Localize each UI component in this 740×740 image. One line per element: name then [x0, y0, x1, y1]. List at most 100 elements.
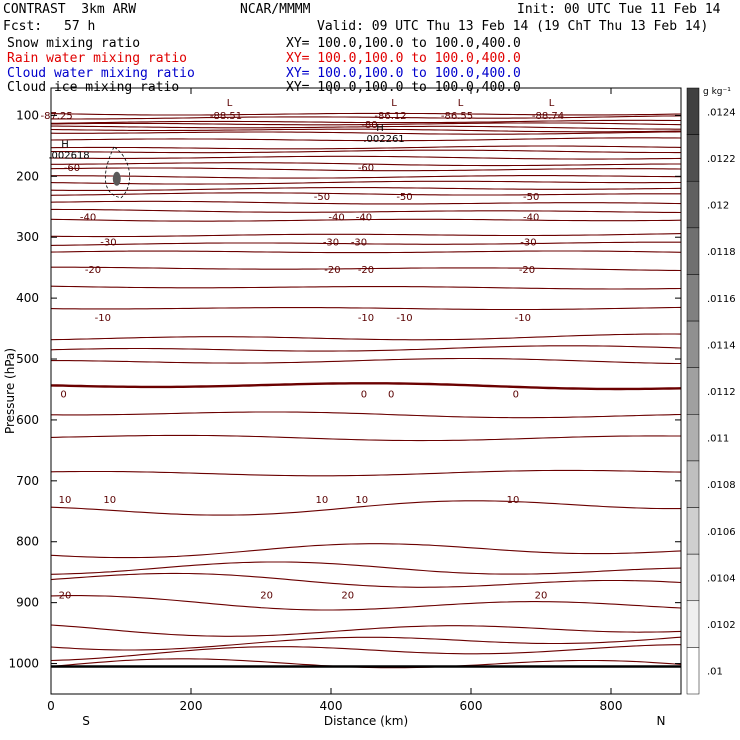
contour-label: -40 — [328, 213, 344, 224]
contour-label: 10 — [355, 495, 368, 506]
isotherm-line — [51, 266, 682, 272]
field-xy-rain: XY= 100.0,100.0 to 100.0,400.0 — [286, 51, 521, 66]
contour-label: -40 — [523, 213, 539, 224]
isotherm-line — [50, 285, 682, 290]
colorbar-segment — [686, 320, 700, 368]
contour-label: 20 — [535, 591, 548, 602]
colorbar-segment — [686, 507, 700, 555]
colorbar-tick-label: .0116 — [707, 294, 736, 305]
low-marker: L — [458, 98, 464, 109]
isotherm-line — [50, 128, 682, 133]
x-tick-label: 200 — [180, 699, 203, 713]
colorbar-segment — [686, 600, 700, 648]
colorbar-segment — [686, 87, 700, 135]
init-time: Init: 00 UTC Tue 11 Feb 14 — [517, 2, 721, 17]
end-label-south: S — [82, 714, 90, 728]
isotherm-line — [50, 469, 682, 477]
isotherm-line — [50, 149, 681, 154]
contour-label: 20 — [341, 591, 354, 602]
y-tick-label: 500 — [16, 352, 39, 366]
isotherm-line — [50, 145, 682, 150]
isotherm-line — [50, 500, 681, 516]
extremum-value: -86.55 — [441, 111, 473, 122]
x-tick-label: 400 — [320, 699, 343, 713]
y-tick-label: 400 — [16, 291, 39, 305]
extremum-value: -86.12 — [374, 111, 406, 122]
contour-label: -60 — [358, 163, 374, 174]
contour-label: -20 — [85, 265, 101, 276]
isotherm-line — [50, 112, 682, 116]
low-marker: L — [227, 98, 233, 109]
isotherm-line — [50, 434, 681, 442]
low-marker: L — [391, 98, 397, 109]
model-title: CONTRAST 3km ARW — [3, 2, 137, 17]
isotherm-line — [51, 119, 681, 124]
end-label-north: N — [657, 714, 666, 728]
colorbar-segment — [686, 227, 700, 275]
isotherm-line — [51, 233, 682, 238]
contour-label: -50 — [314, 192, 330, 203]
isotherm-line — [50, 167, 682, 172]
isotherm-line — [50, 200, 682, 205]
colorbar-segment — [686, 367, 700, 415]
colorbar-tick-label: .0112 — [707, 387, 736, 398]
isotherm-line — [50, 180, 681, 185]
contour-label: -10 — [515, 313, 531, 324]
contour-label: -20 — [519, 265, 535, 276]
contour-label: -20 — [358, 265, 374, 276]
contour-label: -60 — [64, 163, 80, 174]
isotherm-line — [50, 561, 682, 575]
y-axis-title: Pressure (hPa) — [3, 348, 17, 434]
colorbar-tick-label: .0106 — [707, 527, 736, 538]
contour-label: -30 — [520, 237, 536, 248]
contour-label: 10 — [59, 495, 72, 506]
isotherm-line — [51, 357, 681, 365]
x-tick-label: 800 — [600, 699, 623, 713]
contour-label: 20 — [59, 591, 72, 602]
y-tick-label: 1000 — [8, 657, 39, 671]
contour-label: 0 — [60, 390, 66, 401]
colorbar-tick-label: .0104 — [707, 573, 736, 584]
field-xy-cloud-water: XY= 100.0,100.0 to 100.0,400.0 — [286, 66, 521, 81]
isotherm-line — [50, 241, 681, 246]
field-xy-snow: XY= 100.0,100.0 to 100.0,400.0 — [286, 36, 521, 51]
isotherm-line — [51, 208, 682, 214]
y-tick-label: 200 — [16, 169, 39, 183]
colorbar-segment — [686, 180, 700, 229]
colorbar-tick-label: .0118 — [707, 247, 736, 258]
colorbar-segment — [686, 274, 700, 322]
isotherm-line — [50, 345, 682, 352]
isotherm-line — [50, 137, 682, 142]
contour-label: -10 — [95, 313, 111, 324]
y-tick-label: 800 — [16, 535, 39, 549]
contour-label: -80 — [361, 120, 377, 131]
y-tick-label: 600 — [16, 413, 39, 427]
contour-label: 0 — [361, 390, 367, 401]
colorbar-segment — [686, 460, 700, 508]
colorbar: .0124 .0122 .012 .0118 .0116 .0114 .0112 .011 .0… — [686, 87, 736, 695]
isotherm-line — [50, 187, 682, 191]
x-tick-label: 0 — [47, 699, 55, 713]
y-tick-label: 700 — [16, 474, 39, 488]
colorbar-segment — [686, 414, 700, 462]
field-name-cloud-water: Cloud water mixing ratio — [7, 66, 195, 81]
isotherm-line — [50, 624, 682, 637]
contour-label: 0 — [388, 390, 394, 401]
colorbar-unit: g kg⁻¹ — [703, 87, 731, 97]
contour-label: 20 — [260, 591, 273, 602]
isotherm-line — [50, 192, 681, 196]
colorbar-tick-label: .01 — [707, 667, 723, 678]
y-tick-label: 300 — [16, 230, 39, 244]
high-value: .002618 — [48, 151, 89, 162]
contour-label: -40 — [80, 213, 96, 224]
isotherm-line — [50, 382, 682, 391]
isotherm-line — [50, 131, 682, 135]
isotherm-line — [50, 333, 682, 341]
contour-label: -40 — [356, 213, 372, 224]
colorbar-tick-label: .012 — [707, 201, 729, 212]
isotherm-line — [50, 122, 682, 126]
field-name-rain: Rain water mixing ratio — [7, 51, 188, 66]
colorbar-tick-label: .0114 — [707, 340, 736, 351]
